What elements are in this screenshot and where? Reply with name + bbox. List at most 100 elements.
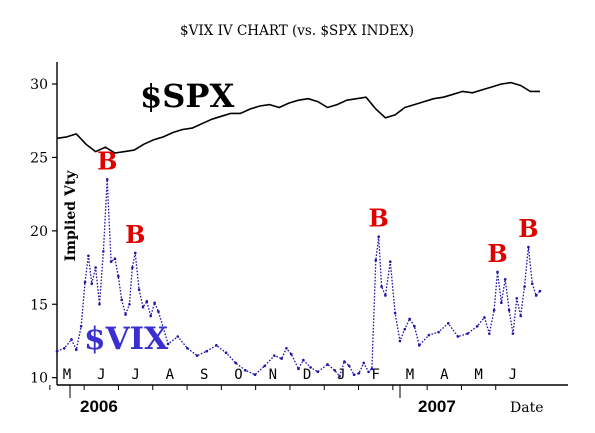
vix-data-point [538, 289, 542, 293]
month-label: J [337, 367, 345, 383]
buy-signal-marker: B [369, 204, 389, 233]
vix-data-point [263, 364, 266, 368]
month-label: A [166, 367, 175, 383]
buy-signal-marker: B [97, 146, 117, 175]
vix-data-point [347, 364, 351, 368]
y-axis-label: Implied Vty [63, 170, 79, 262]
vix-data-point [280, 357, 283, 360]
vix-data-point [370, 367, 374, 371]
chart-title: $VIX IV CHART (vs. $SPX INDEX) [180, 23, 414, 39]
spx-series-line [56, 81, 540, 154]
x-axis-label: Date [510, 400, 543, 416]
vix-data-point [149, 314, 153, 318]
vix-data-point [367, 370, 370, 374]
y-ticks: 10 15 20 25 30 [30, 77, 57, 387]
y-tick-label: 30 [30, 77, 48, 93]
vix-data-point [113, 257, 117, 261]
vix-data-point [120, 298, 124, 302]
vix-data-point [244, 369, 247, 372]
vix-data-point [302, 358, 305, 362]
vix-data-point [55, 349, 59, 353]
vix-data-point [377, 235, 380, 239]
vix-data-point [519, 314, 522, 318]
vix-data-point [527, 245, 530, 249]
vix-series-label: $VIX [84, 321, 169, 357]
vix-data-point [408, 317, 411, 321]
vix-data-point [297, 367, 300, 371]
vix-data-point [492, 308, 496, 312]
buy-signal-marker: B [487, 239, 507, 268]
vix-data-point [75, 348, 78, 352]
month-label: M [406, 367, 414, 383]
vix-data-point [427, 333, 431, 337]
vix-data-point [523, 285, 526, 288]
vix-data-point [145, 300, 149, 303]
vix-data-point [70, 338, 73, 341]
y-tick-label: 20 [30, 224, 48, 240]
vix-data-point [466, 332, 469, 335]
month-label: J [131, 367, 139, 383]
vix-data-point [153, 301, 156, 305]
month-label: N [269, 367, 277, 383]
vix-data-point [357, 371, 361, 375]
year-label-2007: 2007 [418, 397, 456, 416]
vix-data-point [326, 363, 329, 366]
vix-data-point [137, 288, 141, 291]
vix-data-point [253, 373, 257, 377]
vix-data-point [362, 361, 366, 365]
vix-data-point [316, 370, 320, 374]
vix-data-point [205, 349, 209, 353]
spx-series-label: $SPX [140, 77, 234, 115]
vix-data-point [224, 351, 228, 355]
vix-data-point [393, 311, 397, 315]
vix-data-point [128, 302, 131, 306]
vix-data-point [105, 178, 109, 181]
vix-data-point [500, 301, 503, 305]
vix-data-point [507, 308, 511, 312]
vix-data-point [446, 322, 450, 325]
vix-data-point [487, 332, 491, 335]
vix-data-point [403, 327, 407, 331]
vix-data-point [530, 282, 534, 285]
vix-data-point [79, 324, 83, 328]
vix-data-point [380, 285, 383, 288]
vix-data-point [157, 310, 160, 313]
vix-data-point [176, 335, 180, 338]
month-label: M [63, 367, 71, 383]
vix-data-point [511, 332, 515, 335]
vix-data-point [90, 282, 94, 285]
vix-data-point [503, 277, 507, 281]
vix-data-point [343, 360, 346, 363]
vix-data-point [83, 280, 87, 284]
vix-data-point [475, 324, 479, 328]
month-label: O [234, 367, 242, 383]
buy-signal-marker: B [518, 214, 538, 243]
series-layer [55, 81, 542, 378]
vix-data-point [398, 339, 402, 343]
vix-data-point [87, 254, 90, 258]
vix-data-point [417, 344, 421, 347]
y-tick-label: 25 [30, 150, 48, 166]
month-label: A [440, 367, 449, 383]
vix-data-point [374, 258, 378, 262]
vix-data-point [483, 316, 486, 319]
vix-data-point [273, 354, 276, 357]
vix-data-point [496, 270, 499, 274]
vix-data-point [338, 374, 341, 378]
vix-data-point [141, 305, 145, 309]
y-tick-label: 10 [30, 371, 48, 387]
vix-data-point [437, 330, 440, 334]
vix-data-point [94, 266, 97, 269]
vix-data-point [102, 250, 105, 253]
month-label: J [97, 367, 105, 383]
vix-data-point [388, 260, 392, 263]
month-label: M [474, 367, 482, 383]
vix-data-point [234, 361, 238, 365]
vix-data-point [62, 346, 66, 350]
vix-data-point [133, 251, 137, 255]
vix-data-point [289, 352, 293, 356]
